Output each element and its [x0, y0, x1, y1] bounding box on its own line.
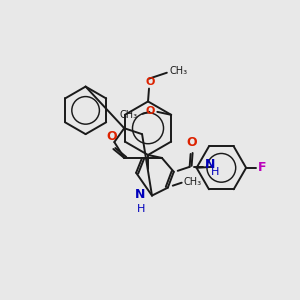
- Text: O: O: [106, 130, 117, 143]
- Text: H: H: [137, 203, 145, 214]
- Text: N: N: [135, 188, 145, 201]
- Text: O: O: [146, 106, 155, 116]
- Text: CH₃: CH₃: [119, 110, 137, 120]
- Text: CH₃: CH₃: [170, 66, 188, 76]
- Text: N: N: [205, 158, 215, 171]
- Text: F: F: [258, 161, 266, 174]
- Text: O: O: [186, 136, 197, 149]
- Text: CH₃: CH₃: [184, 177, 202, 187]
- Text: O: O: [145, 76, 155, 87]
- Text: H: H: [210, 167, 219, 177]
